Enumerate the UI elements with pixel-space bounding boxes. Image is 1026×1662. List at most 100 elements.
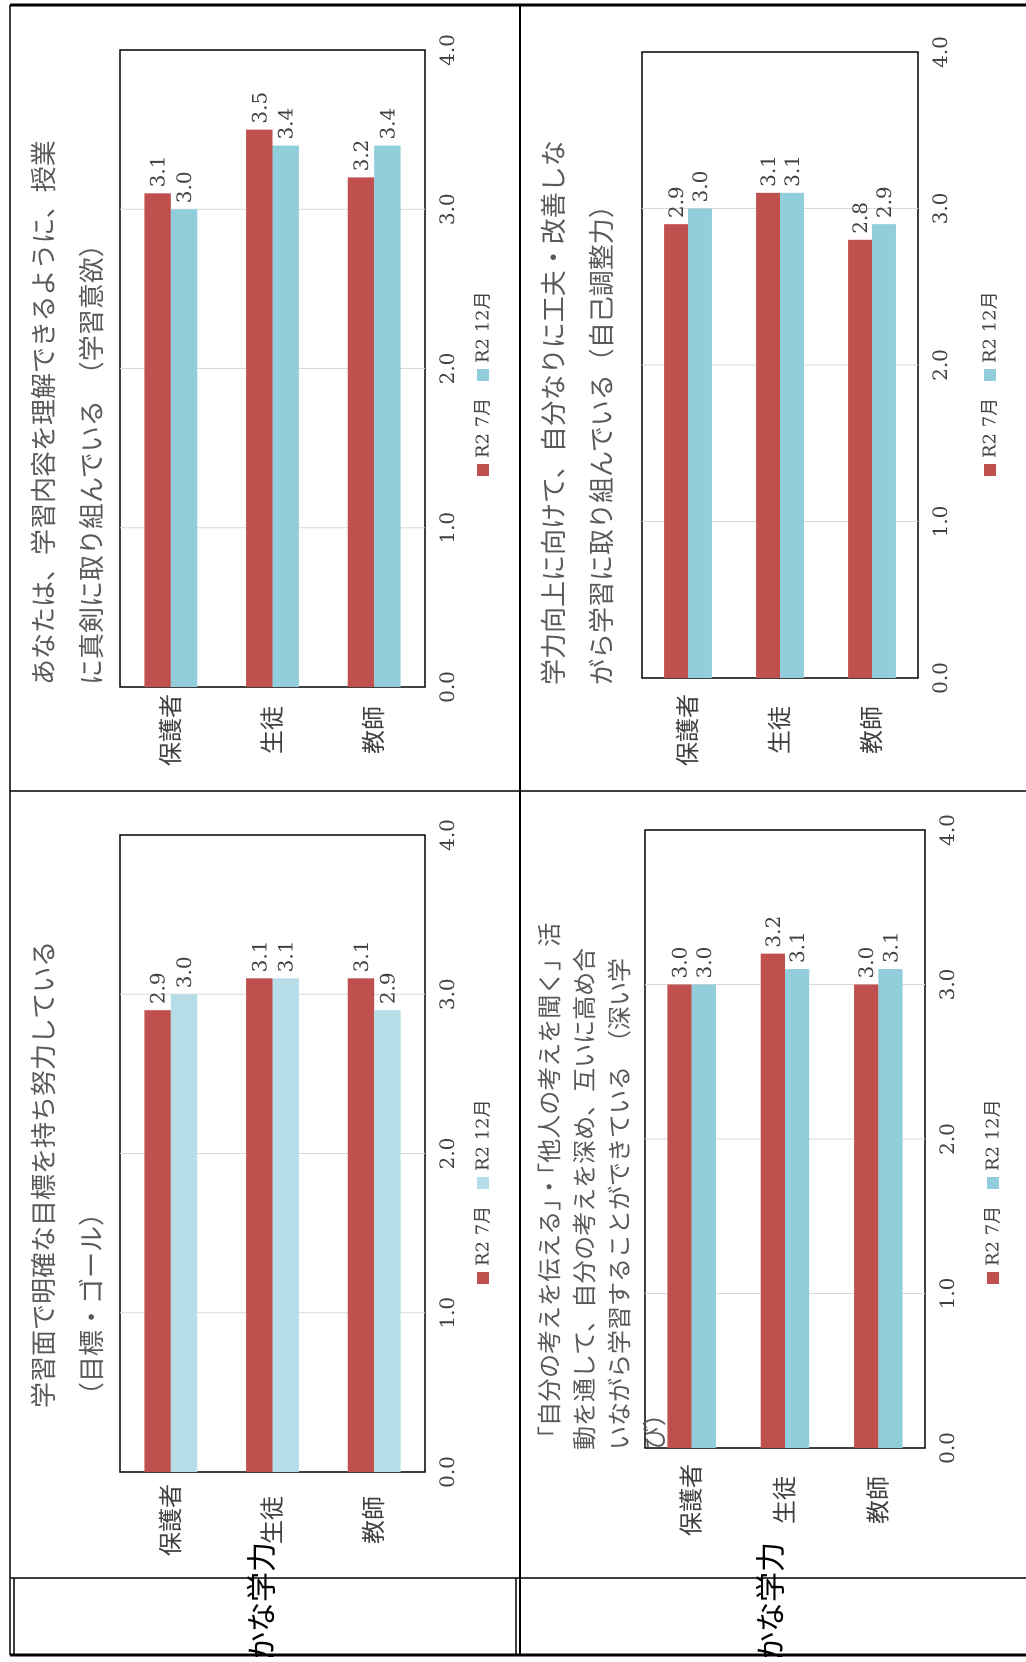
data-label-group: 3.0 — [854, 947, 878, 979]
chart-title-group: がら学習に取り組んでいる（自己調整力） — [588, 192, 618, 685]
chart-title-line: に真剣に取り組んでいる （学習意欲） — [78, 231, 108, 685]
legend-label: R2 12月 — [473, 291, 494, 363]
category-label: 生徒 — [259, 706, 287, 754]
tick-label: 2.0 — [435, 1138, 459, 1170]
category-label: 保護者 — [678, 1464, 706, 1536]
chart-title-line: 動を通して、自分の考えを深め、互いに高め合 — [571, 948, 599, 1450]
legend-label: R2 7月 — [473, 1206, 494, 1266]
data-label-group: 3.0 — [688, 171, 712, 203]
category-label: 教師 — [864, 1476, 892, 1524]
category-label: 生徒 — [766, 706, 794, 754]
chart-title-group: に真剣に取り組んでいる （学習意欲） — [78, 231, 108, 685]
category-label-group: 教師 — [360, 1496, 388, 1544]
chart-title-line: び） — [641, 1402, 669, 1450]
data-label: 3.0 — [854, 947, 878, 979]
bar-r2-july — [854, 984, 879, 1448]
bar-r2-december — [272, 145, 299, 688]
chart-title-group: 「自分の考えを伝える」・「他人の考えを聞く」活 — [536, 923, 564, 1450]
tick-label: 0.0 — [435, 1456, 459, 1488]
data-label: 2.9 — [664, 186, 688, 218]
bar-r2-july — [347, 978, 375, 1472]
bar-r2-december — [780, 192, 804, 678]
data-label-group: 3.0 — [172, 171, 196, 203]
data-label-group: 3.0 — [692, 947, 716, 979]
table-borders — [9, 3, 1026, 1657]
bar-r2-december — [170, 994, 198, 1472]
data-label: 3.1 — [780, 155, 804, 187]
bar-r2-july — [664, 224, 688, 678]
category-label-group: 保護者 — [157, 1484, 185, 1556]
data-label-group: 3.1 — [274, 941, 298, 973]
legend-label-group: R2 7月 — [473, 1206, 494, 1266]
legend-label: R2 12月 — [980, 291, 1001, 363]
tick-label: 1.0 — [435, 512, 459, 544]
tick-label-group: 2.0 — [435, 1138, 459, 1170]
data-label: 3.4 — [274, 108, 298, 140]
tick-label-group: 1.0 — [435, 1297, 459, 1329]
data-label: 3.0 — [692, 947, 716, 979]
data-label-group: 3.1 — [785, 931, 809, 963]
data-label-group: 2.9 — [872, 186, 896, 218]
data-label-group: 2.9 — [664, 186, 688, 218]
data-label: 3.0 — [688, 171, 712, 203]
tick-label-group: 0.0 — [935, 1432, 959, 1464]
bar-r2-july — [144, 193, 171, 687]
legend-label: R2 7月 — [983, 1206, 1004, 1266]
legend-label: R2 7月 — [980, 398, 1001, 458]
legend-swatch — [984, 464, 996, 476]
category-label: 教師 — [858, 706, 886, 754]
tick-label-group: 4.0 — [935, 814, 959, 846]
data-label-group: 3.2 — [761, 916, 785, 948]
category-label-group: 生徒 — [771, 1476, 799, 1524]
bar-r2-december — [170, 209, 198, 687]
bar-r2-december — [872, 224, 896, 678]
tick-label-group: 3.0 — [928, 193, 952, 225]
category-label: 生徒 — [771, 1476, 799, 1524]
legend-swatch — [987, 1177, 999, 1189]
chart-title-group: 学習面で明確な目標を持ち努力している — [30, 941, 60, 1408]
bar-r2-july — [848, 239, 872, 679]
legend-label-group: R2 12月 — [473, 291, 494, 363]
category-label-group: 生徒 — [766, 706, 794, 754]
tick-label-group: 3.0 — [435, 193, 459, 225]
data-label-group: 3.0 — [172, 956, 196, 988]
chart-title-group: あなたは、学習内容を理解できるように、授業 — [30, 140, 60, 685]
bar-r2-december — [272, 978, 299, 1472]
bar-r2-december — [688, 208, 712, 678]
category-label-group: 教師 — [360, 706, 388, 754]
data-label-group: 3.4 — [375, 108, 399, 140]
tick-label: 4.0 — [928, 36, 952, 68]
tick-label-group: 4.0 — [435, 34, 459, 66]
category-label-group: 生徒 — [259, 1496, 287, 1544]
category-label-group: 保護者 — [678, 1464, 706, 1536]
data-label-group: 3.1 — [756, 155, 780, 187]
category-label-group: 教師 — [864, 1476, 892, 1524]
legend-swatch — [477, 464, 489, 476]
chart-title-group: いながら学習することができている （深い学 — [606, 958, 634, 1450]
bar-r2-july — [756, 192, 780, 678]
data-label: 2.8 — [848, 202, 872, 234]
legend-swatch — [987, 1272, 999, 1284]
tick-label: 3.0 — [435, 193, 459, 225]
chart-title-line: 「自分の考えを伝える」・「他人の考えを聞く」活 — [536, 923, 564, 1450]
bar-r2-december — [374, 145, 401, 688]
chart-title-line: （目標・ゴール） — [78, 1200, 108, 1408]
legend-swatch — [477, 369, 489, 381]
bar-r2-december — [878, 969, 903, 1448]
data-label-group: 3.5 — [247, 92, 271, 124]
tick-label: 3.0 — [435, 978, 459, 1010]
data-label-group: 3.1 — [878, 931, 902, 963]
bar-r2-july — [667, 984, 692, 1448]
category-label: 生徒 — [259, 1496, 287, 1544]
bar-r2-december — [374, 1010, 401, 1472]
section-label-left: 確かな学力 — [246, 1542, 281, 1662]
tick-label: 2.0 — [935, 1123, 959, 1155]
legend-label: R2 7月 — [473, 398, 494, 458]
chart-2: 0.01.02.03.04.03.13.0保護者3.53.4生徒3.23.4教師… — [30, 34, 494, 766]
data-label: 2.9 — [375, 972, 399, 1004]
tick-label-group: 3.0 — [435, 978, 459, 1010]
data-label-group: 3.1 — [247, 941, 271, 973]
